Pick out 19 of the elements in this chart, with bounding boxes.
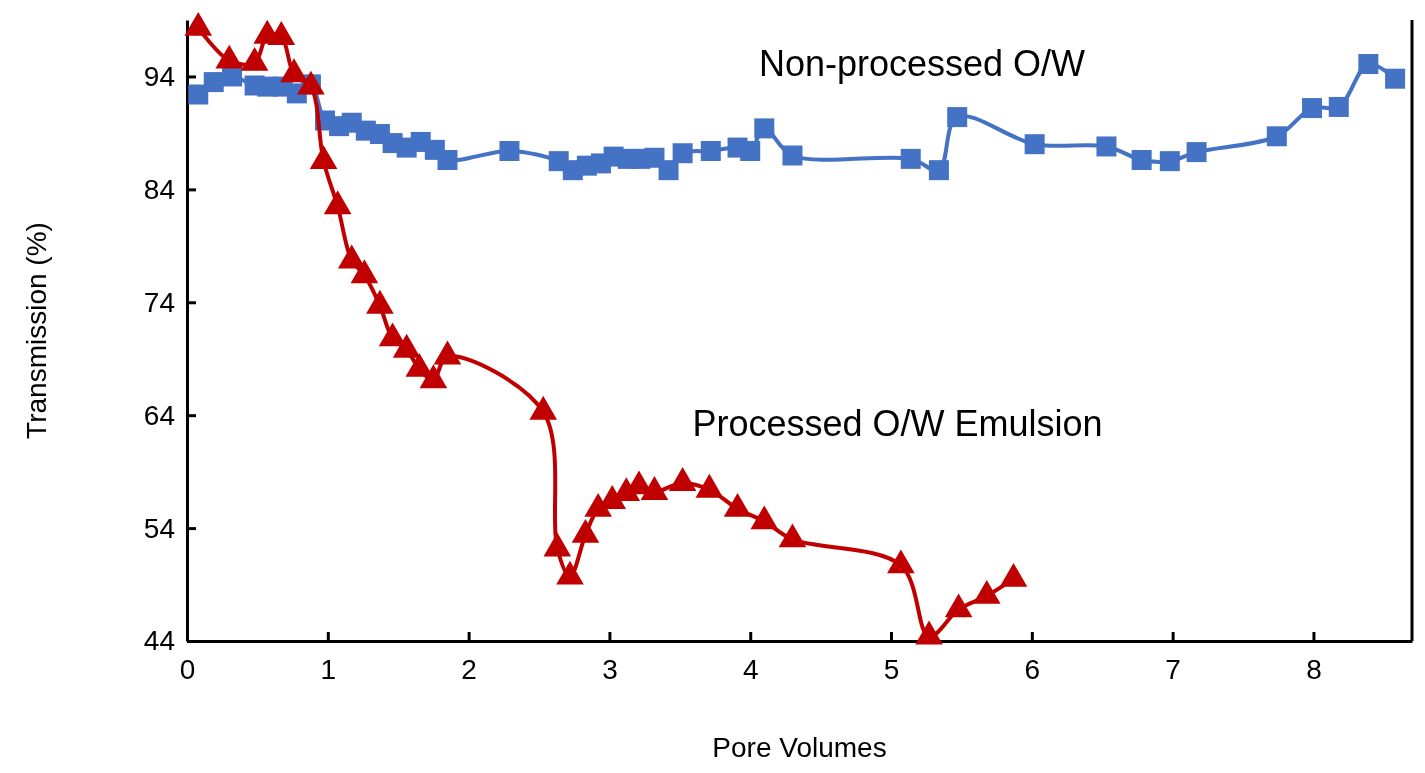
- x-tick-label: 0: [179, 653, 196, 685]
- y-tick-label: 84: [143, 173, 175, 205]
- series-label: Processed O/W Emulsion: [692, 403, 1103, 445]
- series-label: Non-processed O/W: [758, 42, 1086, 84]
- x-tick-label: 8: [1306, 653, 1322, 685]
- x-tick-label: 7: [1165, 653, 1181, 685]
- y-tick-label: 54: [143, 512, 175, 544]
- x-tick-label: 3: [602, 653, 618, 685]
- x-axis-title: Pore Volumes: [712, 732, 887, 763]
- y-tick-label: 44: [143, 625, 175, 657]
- y-axis-title: Transmission (%): [21, 222, 52, 439]
- x-tick-label: 6: [1024, 653, 1041, 685]
- y-tick-label: 94: [143, 60, 175, 92]
- y-tick-label: 64: [143, 399, 175, 431]
- x-tick-label: 1: [320, 653, 337, 685]
- y-tick-label: 74: [143, 286, 175, 318]
- x-tick-label: 2: [461, 653, 477, 685]
- x-tick-label: 5: [883, 653, 900, 685]
- x-tick-label: 4: [742, 653, 759, 685]
